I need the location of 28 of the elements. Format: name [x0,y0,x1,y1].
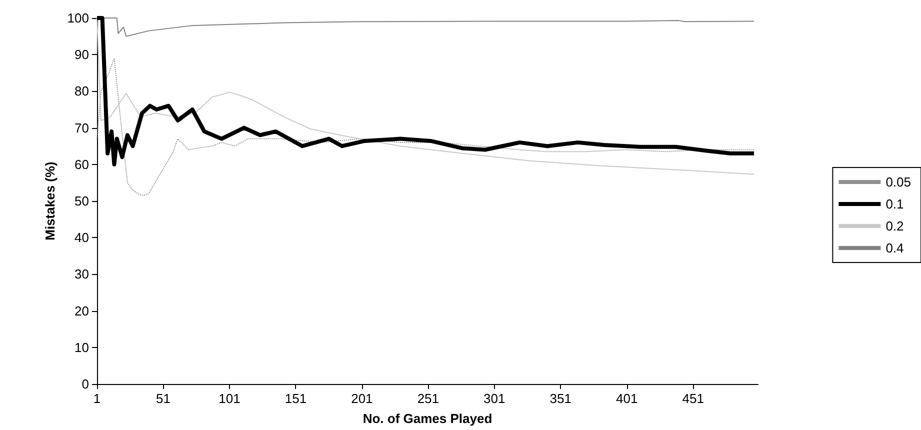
x-tick-label: 451 [682,391,704,406]
x-tick-label: 101 [218,391,240,406]
y-tick-label: 0 [82,376,89,392]
x-tick-label: 301 [484,391,506,406]
x-tick-label: 201 [351,391,373,406]
x-tick-label: 151 [284,391,307,406]
legend-label: 0.1 [886,196,904,212]
y-tick-label: 60 [74,156,89,172]
y-tick-label: 100 [67,10,89,26]
line-series [96,58,755,196]
y-tick-label: 30 [74,266,89,282]
x-tick-label: 51 [156,391,170,406]
x-tick-label: 251 [417,391,440,406]
x-tick-label: 1 [93,391,101,406]
legend-label: 0.05 [886,174,912,190]
y-tick-label: 50 [74,194,89,208]
y-axis-title: Mistakes (%) [42,162,58,240]
legend-label: 0.2 [886,218,904,234]
y-tick-label: 80 [74,84,89,99]
y-tick-label: 70 [74,120,89,136]
y-tick-label: 10 [74,340,89,355]
y-tick-label: 90 [74,47,89,62]
x-axis-title: No. of Games Played [362,411,492,426]
y-tick-label: 20 [74,303,89,318]
x-tick-label: 401 [616,391,638,406]
y-tick-label: 40 [74,230,89,246]
x-tick-label: 351 [550,391,572,406]
legend-label: 0.4 [886,240,904,256]
